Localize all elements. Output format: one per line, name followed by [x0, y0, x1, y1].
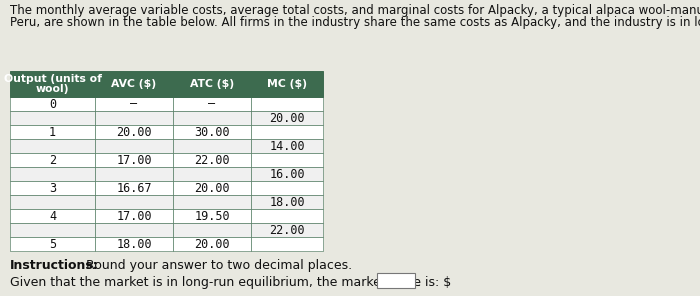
- Text: 22.00: 22.00: [270, 223, 304, 237]
- Text: 17.00: 17.00: [116, 154, 152, 166]
- Text: Output (units of
wool): Output (units of wool): [4, 74, 101, 94]
- Text: 19.50: 19.50: [194, 210, 230, 223]
- Bar: [377, 273, 415, 288]
- Bar: [173, 223, 251, 237]
- Text: Round your answer to two decimal places.: Round your answer to two decimal places.: [82, 259, 352, 272]
- Text: 18.00: 18.00: [270, 195, 304, 208]
- Bar: [251, 167, 323, 181]
- Bar: [173, 153, 251, 167]
- Text: Given that the market is in long-run equilibrium, the market price is: $: Given that the market is in long-run equ…: [10, 276, 452, 289]
- Bar: [95, 181, 173, 195]
- Text: 16.00: 16.00: [270, 168, 304, 181]
- Text: 4: 4: [49, 210, 56, 223]
- Bar: [173, 195, 251, 209]
- Bar: [251, 237, 323, 251]
- Bar: [95, 237, 173, 251]
- Text: –: –: [130, 97, 138, 110]
- Bar: [173, 111, 251, 125]
- Text: 20.00: 20.00: [270, 112, 304, 125]
- Bar: [10, 71, 95, 97]
- Bar: [95, 153, 173, 167]
- Text: –: –: [209, 97, 216, 110]
- Bar: [95, 209, 173, 223]
- Bar: [95, 139, 173, 153]
- Text: Instructions:: Instructions:: [10, 259, 99, 272]
- Text: 18.00: 18.00: [116, 237, 152, 250]
- Text: 20.00: 20.00: [194, 237, 230, 250]
- Text: 5: 5: [49, 237, 56, 250]
- Bar: [95, 71, 173, 97]
- Text: .: .: [416, 276, 420, 289]
- Bar: [251, 209, 323, 223]
- Bar: [173, 209, 251, 223]
- Bar: [251, 139, 323, 153]
- Text: 16.67: 16.67: [116, 181, 152, 194]
- Bar: [10, 97, 95, 111]
- Text: ATC ($): ATC ($): [190, 79, 234, 89]
- Text: The monthly average variable costs, average total costs, and marginal costs for : The monthly average variable costs, aver…: [10, 4, 700, 17]
- Bar: [10, 209, 95, 223]
- Bar: [95, 167, 173, 181]
- Bar: [173, 97, 251, 111]
- Bar: [95, 97, 173, 111]
- Bar: [10, 139, 95, 153]
- Text: AVC ($): AVC ($): [111, 79, 157, 89]
- Bar: [10, 195, 95, 209]
- Bar: [173, 181, 251, 195]
- Bar: [10, 153, 95, 167]
- Bar: [173, 71, 251, 97]
- Bar: [251, 181, 323, 195]
- Text: 1: 1: [49, 126, 56, 139]
- Bar: [251, 125, 323, 139]
- Bar: [251, 97, 323, 111]
- Text: 14.00: 14.00: [270, 139, 304, 152]
- Text: 20.00: 20.00: [194, 181, 230, 194]
- Bar: [95, 111, 173, 125]
- Bar: [10, 223, 95, 237]
- Bar: [10, 237, 95, 251]
- Text: 22.00: 22.00: [194, 154, 230, 166]
- Bar: [95, 125, 173, 139]
- Bar: [173, 237, 251, 251]
- Bar: [251, 223, 323, 237]
- Bar: [10, 181, 95, 195]
- Bar: [251, 153, 323, 167]
- Text: Peru, are shown in the table below. All firms in the industry share the same cos: Peru, are shown in the table below. All …: [10, 16, 700, 29]
- Text: 2: 2: [49, 154, 56, 166]
- Bar: [10, 167, 95, 181]
- Bar: [10, 125, 95, 139]
- Text: MC ($): MC ($): [267, 79, 307, 89]
- Text: 3: 3: [49, 181, 56, 194]
- Bar: [173, 125, 251, 139]
- Bar: [251, 111, 323, 125]
- Text: 17.00: 17.00: [116, 210, 152, 223]
- Text: 20.00: 20.00: [116, 126, 152, 139]
- Bar: [173, 167, 251, 181]
- Text: 30.00: 30.00: [194, 126, 230, 139]
- Bar: [95, 195, 173, 209]
- Bar: [95, 223, 173, 237]
- Bar: [173, 139, 251, 153]
- Bar: [251, 71, 323, 97]
- Bar: [251, 195, 323, 209]
- Bar: [10, 111, 95, 125]
- Text: 0: 0: [49, 97, 56, 110]
